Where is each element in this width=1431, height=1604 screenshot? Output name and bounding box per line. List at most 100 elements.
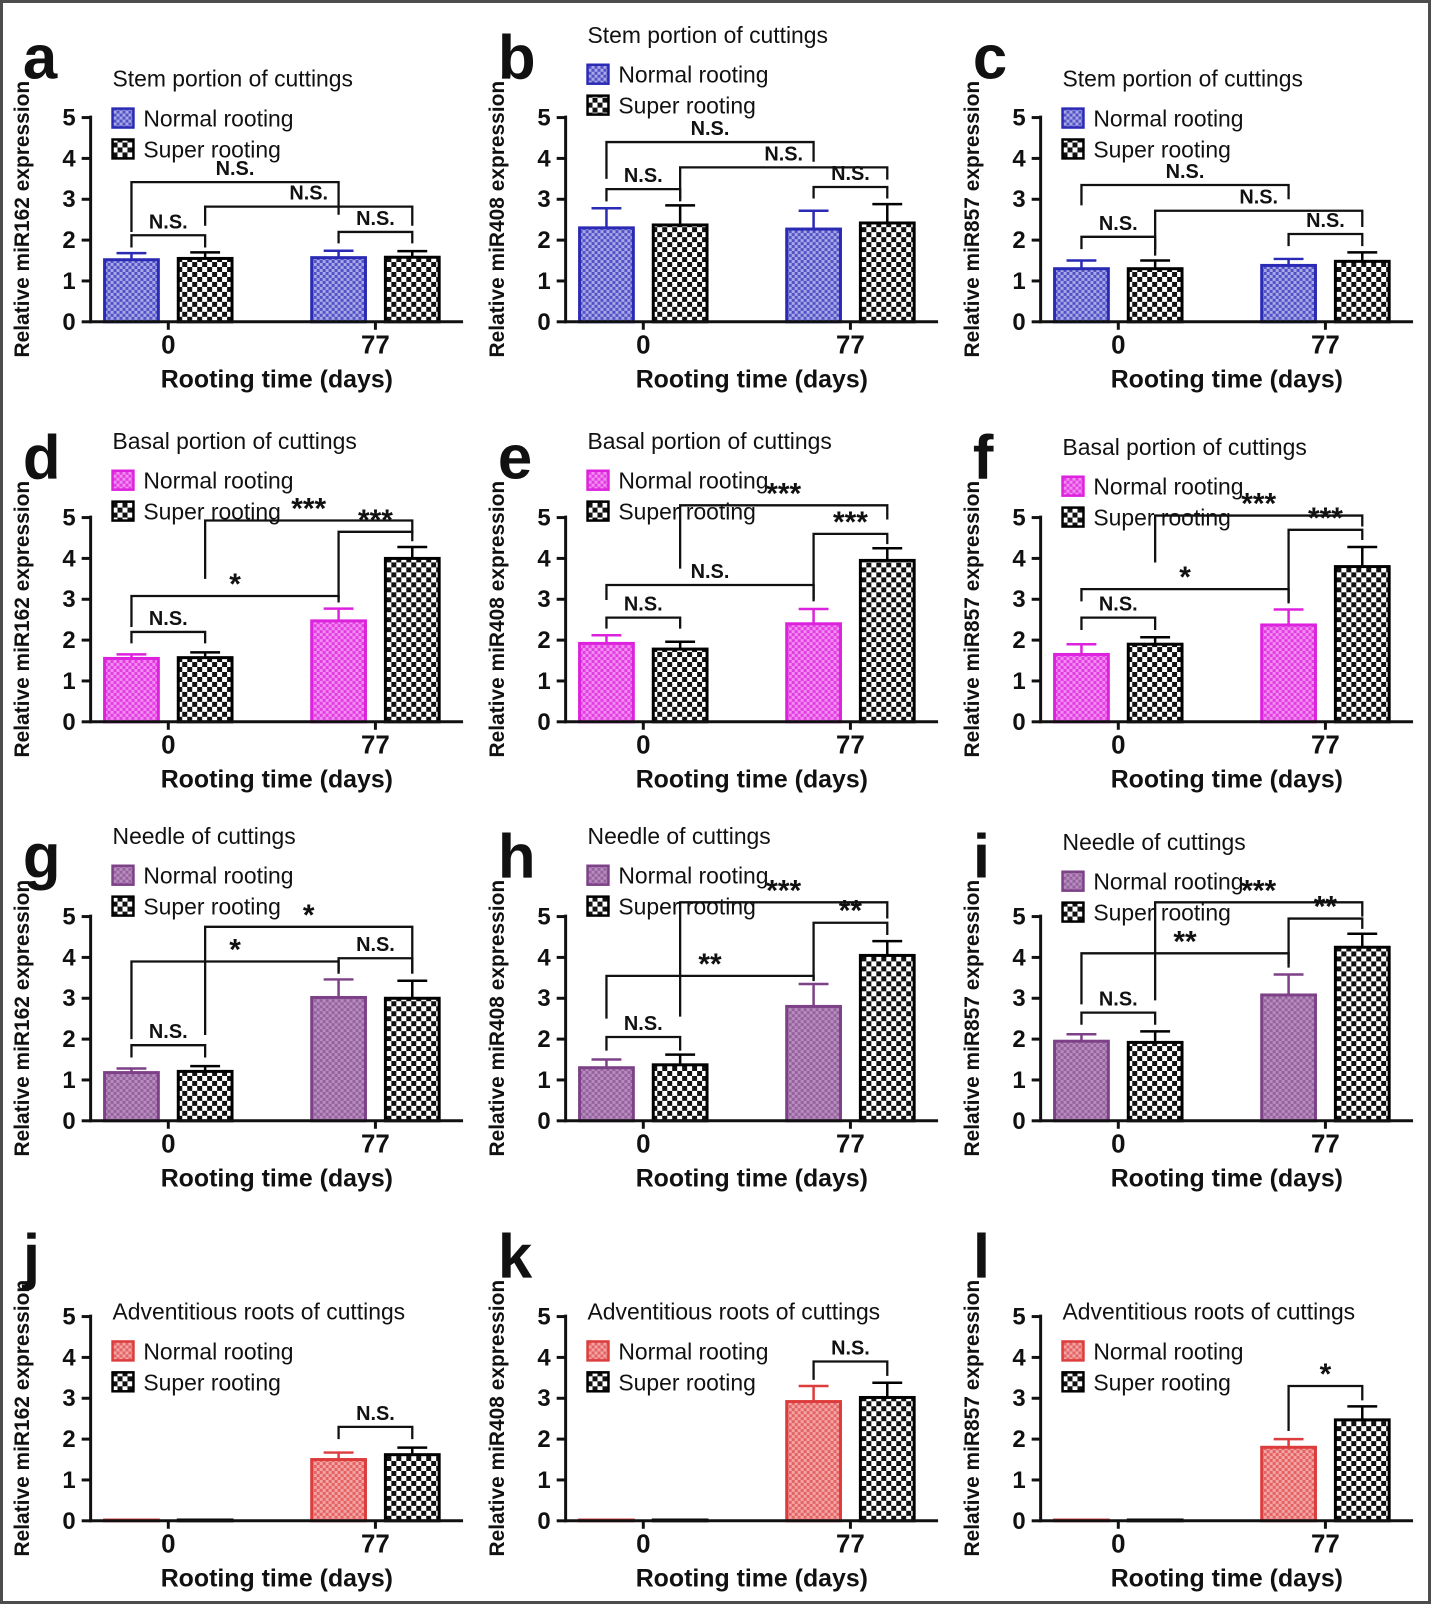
panel-letter: e [498, 423, 532, 492]
legend-label: Normal rooting [618, 62, 768, 88]
y-tick-label: 2 [62, 627, 75, 654]
panel-title: Basal portion of cuttings [113, 427, 357, 453]
legend-swatch-super-rooting [586, 94, 610, 116]
x-tick-label: 0 [636, 332, 650, 360]
significance-label: N.S. [831, 163, 870, 185]
legend-swatch-normal-rooting [1061, 870, 1085, 892]
significance-brackets: N.S.******* [1080, 487, 1364, 630]
error-bar-N77 [798, 607, 829, 624]
axes [1031, 1314, 1414, 1529]
x-axis-label: Rooting time (days) [161, 1564, 393, 1592]
y-tick-label: 4 [1012, 145, 1026, 172]
x-tick-label: 0 [636, 1530, 650, 1558]
bracket [130, 180, 340, 232]
bars [103, 978, 441, 1123]
y-tick-label: 5 [62, 504, 75, 531]
error-bar-N0 [116, 251, 147, 260]
y-axis-label: Relative miR408 expression [486, 1279, 509, 1556]
bracket [605, 140, 815, 179]
y-axis-label: Relative miR857 expression [961, 81, 984, 358]
y-tick-label: 2 [1012, 1426, 1025, 1453]
error-bar-S0 [665, 204, 696, 225]
y-tick-label: 1 [1012, 1466, 1025, 1493]
y-tick-label: 5 [1012, 105, 1025, 132]
y-tick-label: 2 [537, 627, 550, 654]
significance-label: N.S. [1306, 210, 1345, 232]
significance-brackets: N.S.******* [1080, 874, 1364, 1025]
error-bar-S77 [1347, 932, 1378, 948]
legend-label: Normal rooting [143, 467, 293, 493]
legend-swatch-super-rooting [111, 499, 135, 522]
legend-label: Normal rooting [1093, 473, 1243, 499]
y-tick-label: 3 [1012, 985, 1025, 1012]
bar-S0 [176, 1069, 234, 1123]
error-bar-N77 [1273, 1437, 1304, 1447]
x-axis-label: Rooting time (days) [636, 1564, 868, 1592]
x-axis-label: Rooting time (days) [636, 765, 868, 793]
error-bar-N0 [116, 652, 147, 658]
panel-letter: g [23, 823, 61, 892]
bracket [337, 230, 414, 244]
x-tick-label: 77 [836, 731, 865, 759]
x-tick-label: 0 [161, 1131, 175, 1159]
panel-title: Stem portion of cuttings [1063, 66, 1303, 92]
error-bar-S77 [872, 1380, 903, 1397]
bar-S0 [1126, 1040, 1184, 1123]
significance-label: N.S. [624, 593, 663, 615]
y-tick-label: 1 [1012, 268, 1025, 295]
significance-label: ** [1173, 925, 1197, 958]
x-axis-label: Rooting time (days) [1111, 366, 1343, 394]
legend-swatch-super-rooting [111, 138, 135, 160]
y-tick-label: 0 [537, 309, 550, 336]
y-tick-label: 1 [62, 268, 75, 295]
significance-brackets: N.S. N.S. N.S. N.S. [1080, 161, 1364, 256]
error-bar-S77 [397, 1445, 428, 1455]
error-bar-N0 [1066, 1032, 1097, 1042]
panel-title: Adventitious roots of cuttings [1063, 1298, 1356, 1324]
y-tick-label: 1 [537, 1466, 550, 1493]
bracket [1154, 513, 1364, 563]
error-bar-S77 [397, 979, 428, 999]
y-tick-label: 4 [1012, 545, 1026, 572]
axes [81, 914, 464, 1129]
error-bar-S0 [190, 251, 221, 259]
y-tick-label: 4 [537, 944, 551, 971]
bar-N77 [1260, 993, 1317, 1123]
y-tick-label: 0 [537, 1507, 550, 1534]
error-bar-S0 [1140, 635, 1171, 644]
x-tick-label: 77 [1311, 1530, 1340, 1558]
panel-title: Stem portion of cuttings [113, 66, 353, 92]
bracket [1287, 528, 1364, 603]
axes [1031, 914, 1414, 1129]
significance-brackets: N.S. [337, 1402, 414, 1439]
panel-c: c Relative miR857 expression 0 1 2 3 4 5 0 77 Root… [953, 3, 1428, 403]
x-axis-label: Rooting time (days) [1111, 1564, 1343, 1592]
x-tick-label: 77 [361, 731, 390, 759]
significance-brackets: N.S. N.S. N.S. N.S. [605, 118, 889, 202]
y-axis-label: Relative miR857 expression [961, 880, 984, 1157]
bracket [1154, 209, 1364, 256]
y-axis-label: Relative miR857 expression [961, 480, 984, 757]
error-bar-S77 [1347, 545, 1378, 567]
y-tick-label: 4 [62, 545, 76, 572]
panel-title: Adventitious roots of cuttings [588, 1298, 881, 1324]
bar-N0 [103, 656, 160, 723]
legend-swatch-super-rooting [586, 895, 610, 917]
x-tick-label: 0 [1111, 1131, 1125, 1159]
significance-label: ** [1314, 891, 1338, 924]
y-tick-label: 3 [537, 985, 550, 1012]
bracket [1287, 917, 1364, 968]
y-tick-label: 3 [537, 1385, 550, 1412]
error-bar-S77 [397, 545, 428, 558]
error-bar-N77 [1273, 607, 1304, 625]
bracket [1080, 615, 1157, 630]
bar-N77 [785, 227, 842, 324]
bar-N77 [310, 256, 367, 324]
significance-label: * [229, 567, 241, 600]
y-tick-label: 3 [62, 985, 75, 1012]
panel-h: h Relative miR408 expression 0 1 2 3 4 5 0 77 Root… [478, 802, 953, 1202]
legend-label: Super rooting [143, 894, 280, 920]
